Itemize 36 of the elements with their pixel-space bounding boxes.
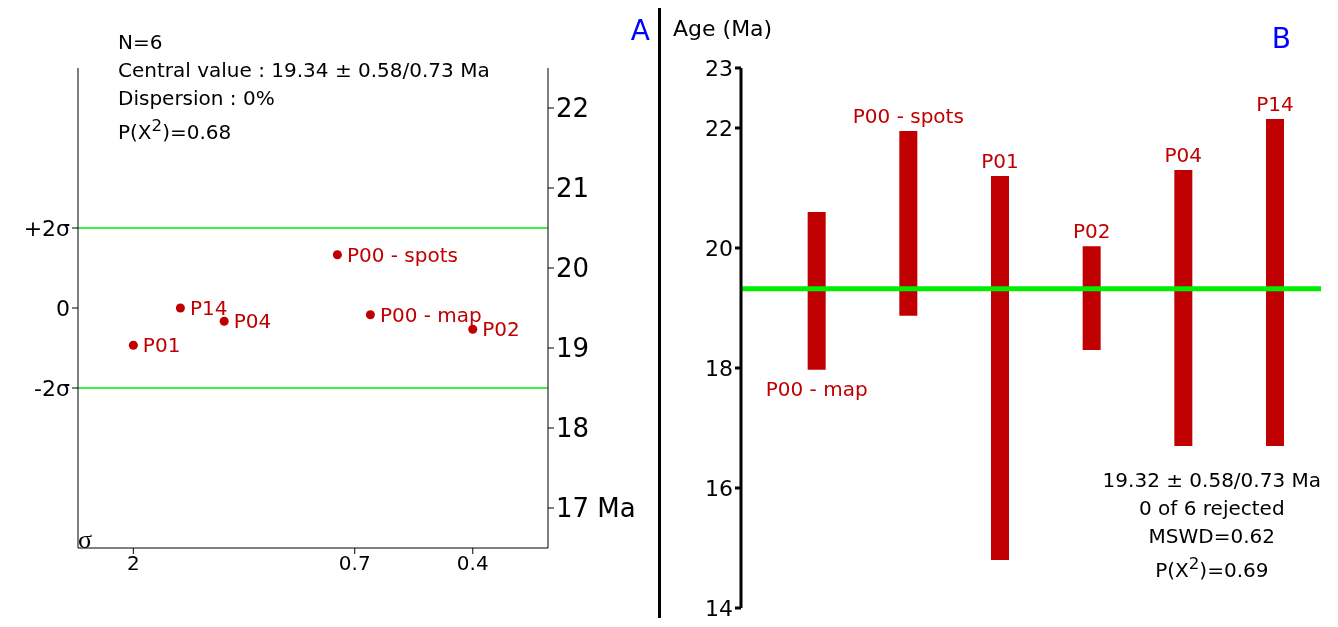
- chart-title: B: [1271, 22, 1291, 55]
- y-tick-label: 16: [705, 475, 733, 501]
- y2-tick-label: 20: [556, 253, 590, 284]
- y2-tick-label: 22: [556, 93, 590, 124]
- y2-tick-label: 18: [556, 413, 590, 444]
- y2-tick-label: 19: [556, 333, 590, 364]
- y2-tick-label: 21: [556, 173, 590, 204]
- text: A: [630, 14, 650, 47]
- text: P04: [233, 309, 272, 334]
- annotation: P(X$^{2}$)=0.69: [1154, 553, 1270, 584]
- text: N=6: [118, 29, 164, 56]
- y-tick-label: -2σ: [34, 375, 71, 401]
- y-axis-title: Age (Ma): [673, 16, 773, 41]
- annotation: 0 of 6 rejected: [1138, 495, 1286, 522]
- y-tick-label: 18: [705, 355, 733, 381]
- x-tick-label: 0.7: [338, 551, 371, 576]
- y-tick-label: 20: [705, 235, 733, 261]
- annotation: P(X$^{2}$)=0.68: [118, 115, 233, 146]
- y-tick-label: 22: [705, 115, 733, 141]
- y-tick-label: 23: [705, 55, 733, 81]
- x-tick-label: 2: [126, 551, 140, 576]
- text: P00 - spots: [346, 242, 458, 267]
- y-tick-label: +2σ: [23, 215, 71, 241]
- annotation: MSWD=0.62: [1147, 523, 1276, 550]
- x-tick-label: 0.4: [456, 551, 489, 576]
- y2-tick-label: 17 Ma: [556, 493, 636, 524]
- y-tick-label: 0: [56, 295, 70, 321]
- text: P01: [142, 333, 181, 358]
- annotation: Dispersion : 0%: [118, 85, 276, 112]
- text: P14: [189, 296, 228, 321]
- annotation: Central value : 19.34 ± 0.58/0.73 Ma: [118, 57, 490, 84]
- text: P00 - map: [379, 302, 482, 327]
- x-axis-title: σ: [78, 525, 93, 554]
- y-tick-label: 14: [705, 595, 733, 621]
- text: P02: [482, 317, 520, 342]
- annotation: 19.32 ± 0.58/0.73 Ma: [1102, 467, 1321, 494]
